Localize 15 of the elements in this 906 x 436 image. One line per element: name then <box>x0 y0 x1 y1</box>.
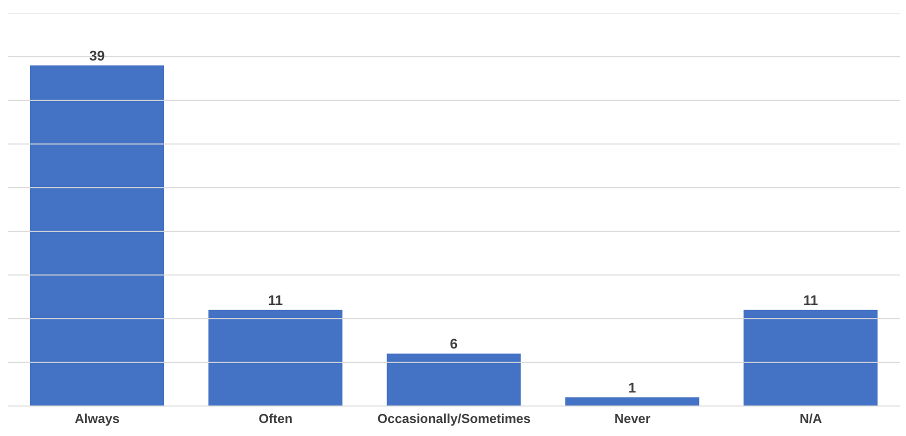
x-tick-label: Occasionally/Sometimes <box>377 411 531 426</box>
x-tick-label: Never <box>614 411 650 426</box>
x-tick-label: N/A <box>800 411 823 426</box>
bar <box>565 397 700 406</box>
bar <box>208 310 342 406</box>
data-label: 39 <box>89 47 105 64</box>
x-tick-label: Often <box>258 411 293 426</box>
x-tick-label: Always <box>74 411 120 426</box>
data-label: 11 <box>803 292 818 308</box>
bar <box>386 354 521 406</box>
data-label: 1 <box>628 379 636 396</box>
data-label: 11 <box>268 292 284 308</box>
bar <box>30 65 164 406</box>
data-label: 6 <box>450 336 458 352</box>
bar <box>744 310 878 406</box>
